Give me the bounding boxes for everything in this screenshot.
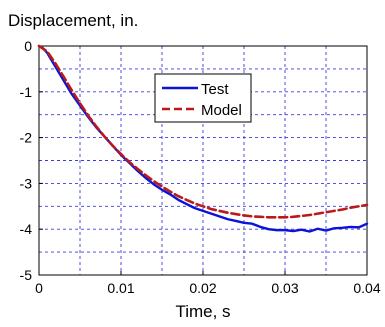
y-tick-label: -1 (20, 84, 33, 100)
y-tick-label: -4 (20, 221, 33, 237)
x-axis-label: Time, s (175, 302, 230, 321)
legend-label-test: Test (201, 81, 229, 98)
y-tick-label: -3 (20, 175, 33, 191)
x-tick-label: 0 (35, 280, 43, 296)
legend-label-model: Model (201, 102, 242, 119)
x-tick-label: 0.04 (353, 280, 380, 296)
x-tick-label: 0.01 (107, 280, 134, 296)
y-tick-label: -2 (20, 130, 33, 146)
y-tick-label: -5 (20, 267, 33, 283)
chart-title: Displacement, in. (8, 11, 138, 30)
x-tick-label: 0.03 (271, 280, 298, 296)
series-lines (37, 44, 369, 233)
series-line-model (37, 44, 369, 219)
legend-box (154, 73, 252, 123)
axis-ticks: 0 0.01 0.02 0.03 0.04 0 -1 -2 -3 -4 -5 (20, 38, 381, 296)
legend: Test Model (154, 73, 252, 123)
y-tick-label: 0 (24, 38, 32, 54)
x-tick-label: 0.02 (189, 280, 216, 296)
